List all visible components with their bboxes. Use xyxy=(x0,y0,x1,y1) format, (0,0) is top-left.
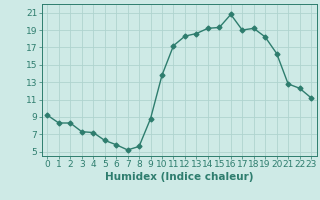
X-axis label: Humidex (Indice chaleur): Humidex (Indice chaleur) xyxy=(105,172,253,182)
